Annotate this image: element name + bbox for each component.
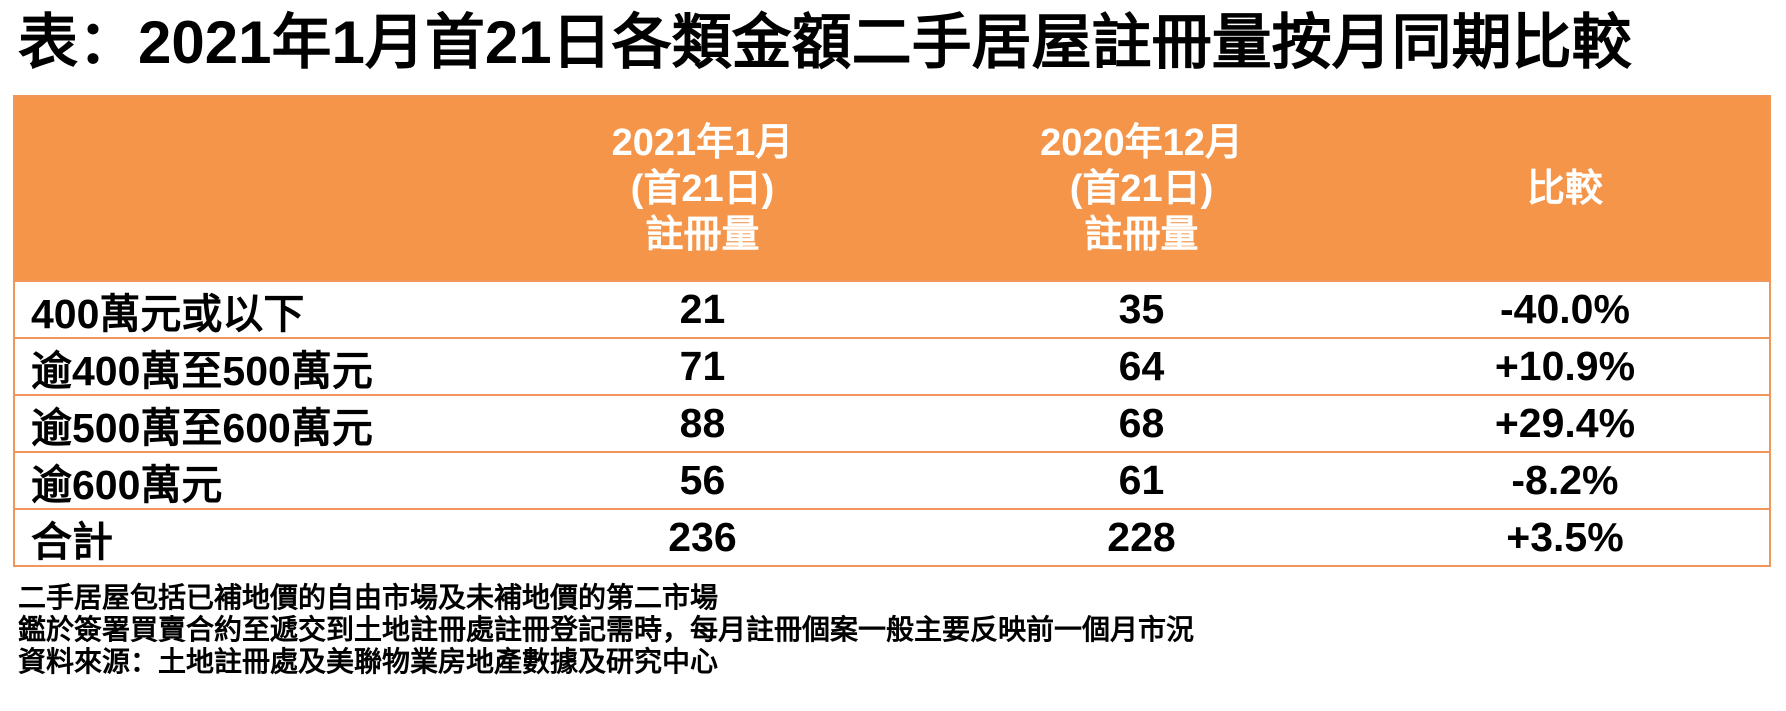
value-jan2021: 21 (679, 286, 726, 332)
header-line-change: 比較 (1526, 167, 1603, 210)
footnote-line: 鑑於簽署買賣合約至遞交到土地註冊處註冊登記需時，每月註冊個案一般主要反映前一個月… (18, 614, 1195, 645)
table-row: 400萬元或以下 21 35 -40.0% (15, 280, 1769, 337)
value-change: +3.5% (1506, 514, 1624, 560)
header-line-days: (首21日) (1069, 167, 1214, 210)
value-jan2021: 71 (679, 343, 726, 389)
header-line-metric: 註冊量 (1084, 213, 1199, 256)
value-change: -40.0% (1500, 286, 1630, 332)
value-jan2021: 236 (668, 514, 737, 560)
header-cell-dec2020: 2020年12月 (首21日) 註冊量 (922, 97, 1361, 280)
registrations-table: 2021年1月 (首21日) 註冊量 2020年12月 (首21日) 註冊量 比… (13, 95, 1771, 567)
table-row: 逾600萬元 56 61 -8.2% (15, 451, 1769, 508)
value-change: +29.4% (1494, 400, 1636, 446)
value-dec2020: 35 (1118, 286, 1165, 332)
header-line-period: 2020年12月 (1040, 121, 1243, 164)
value-dec2020: 228 (1107, 514, 1176, 560)
page-title: 表：2021年1月首21日各類金額二手居屋註冊量按月同期比較 (18, 9, 1632, 76)
header-cell-category (15, 97, 483, 280)
table-row-total: 合計 236 228 +3.5% (15, 508, 1769, 565)
row-label: 逾600萬元 (31, 461, 223, 508)
footnote-line: 二手居屋包括已補地價的自由市場及未補地價的第二市場 (18, 582, 719, 613)
header-cell-change: 比較 (1361, 97, 1769, 280)
table-row: 逾400萬至500萬元 71 64 +10.9% (15, 337, 1769, 394)
value-jan2021: 88 (679, 400, 726, 446)
footnotes: 二手居屋包括已補地價的自由市場及未補地價的第二市場 鑑於簽署買賣合約至遞交到土地… (18, 582, 1194, 678)
row-label: 逾500萬至600萬元 (31, 404, 373, 451)
header-line-period: 2021年1月 (611, 121, 794, 164)
row-label: 合計 (31, 518, 113, 565)
header-line-days: (首21日) (630, 167, 775, 210)
table-header-row: 2021年1月 (首21日) 註冊量 2020年12月 (首21日) 註冊量 比… (15, 97, 1769, 280)
value-jan2021: 56 (679, 457, 726, 503)
value-change: -8.2% (1511, 457, 1619, 503)
table-row: 逾500萬至600萬元 88 68 +29.4% (15, 394, 1769, 451)
value-dec2020: 61 (1118, 457, 1165, 503)
row-label: 400萬元或以下 (31, 290, 305, 337)
footnote-line: 資料來源：土地註冊處及美聯物業房地產數據及研究中心 (18, 646, 719, 677)
value-dec2020: 64 (1118, 343, 1165, 389)
row-label: 逾400萬至500萬元 (31, 347, 373, 394)
header-cell-jan2021: 2021年1月 (首21日) 註冊量 (483, 97, 922, 280)
value-dec2020: 68 (1118, 400, 1165, 446)
value-change: +10.9% (1494, 343, 1636, 389)
header-line-metric: 註冊量 (645, 213, 760, 256)
